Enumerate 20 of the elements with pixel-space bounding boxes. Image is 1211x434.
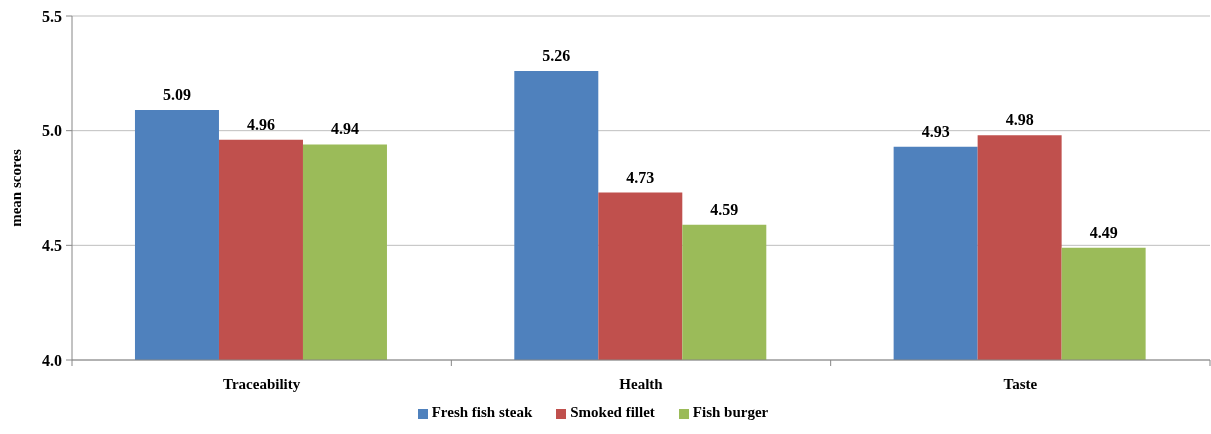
legend-label: Smoked fillet (570, 404, 655, 420)
data-label: 5.26 (542, 47, 571, 65)
y-tick-label: 5.5 (42, 7, 62, 25)
data-label: 4.94 (330, 120, 359, 138)
data-label: 4.73 (626, 168, 655, 186)
y-tick-label: 4.0 (42, 351, 62, 369)
data-label: 4.49 (1089, 223, 1118, 241)
x-tick-label: Taste (1003, 376, 1038, 392)
y-tick-label: 4.5 (42, 237, 62, 255)
legend-label: Fresh fish steak (431, 404, 533, 420)
data-label: 4.96 (246, 115, 275, 133)
y-axis-title: mean scores (8, 149, 24, 227)
data-label: 4.98 (1005, 111, 1034, 129)
data-label: 4.93 (921, 122, 950, 140)
data-label: 4.59 (710, 200, 739, 218)
data-label: 5.09 (162, 86, 191, 104)
y-tick-label: 5.0 (42, 122, 62, 140)
legend-label: Fish burger (692, 404, 769, 420)
x-tick-label: Traceability (223, 376, 301, 392)
x-tick-label: Health (619, 376, 664, 392)
